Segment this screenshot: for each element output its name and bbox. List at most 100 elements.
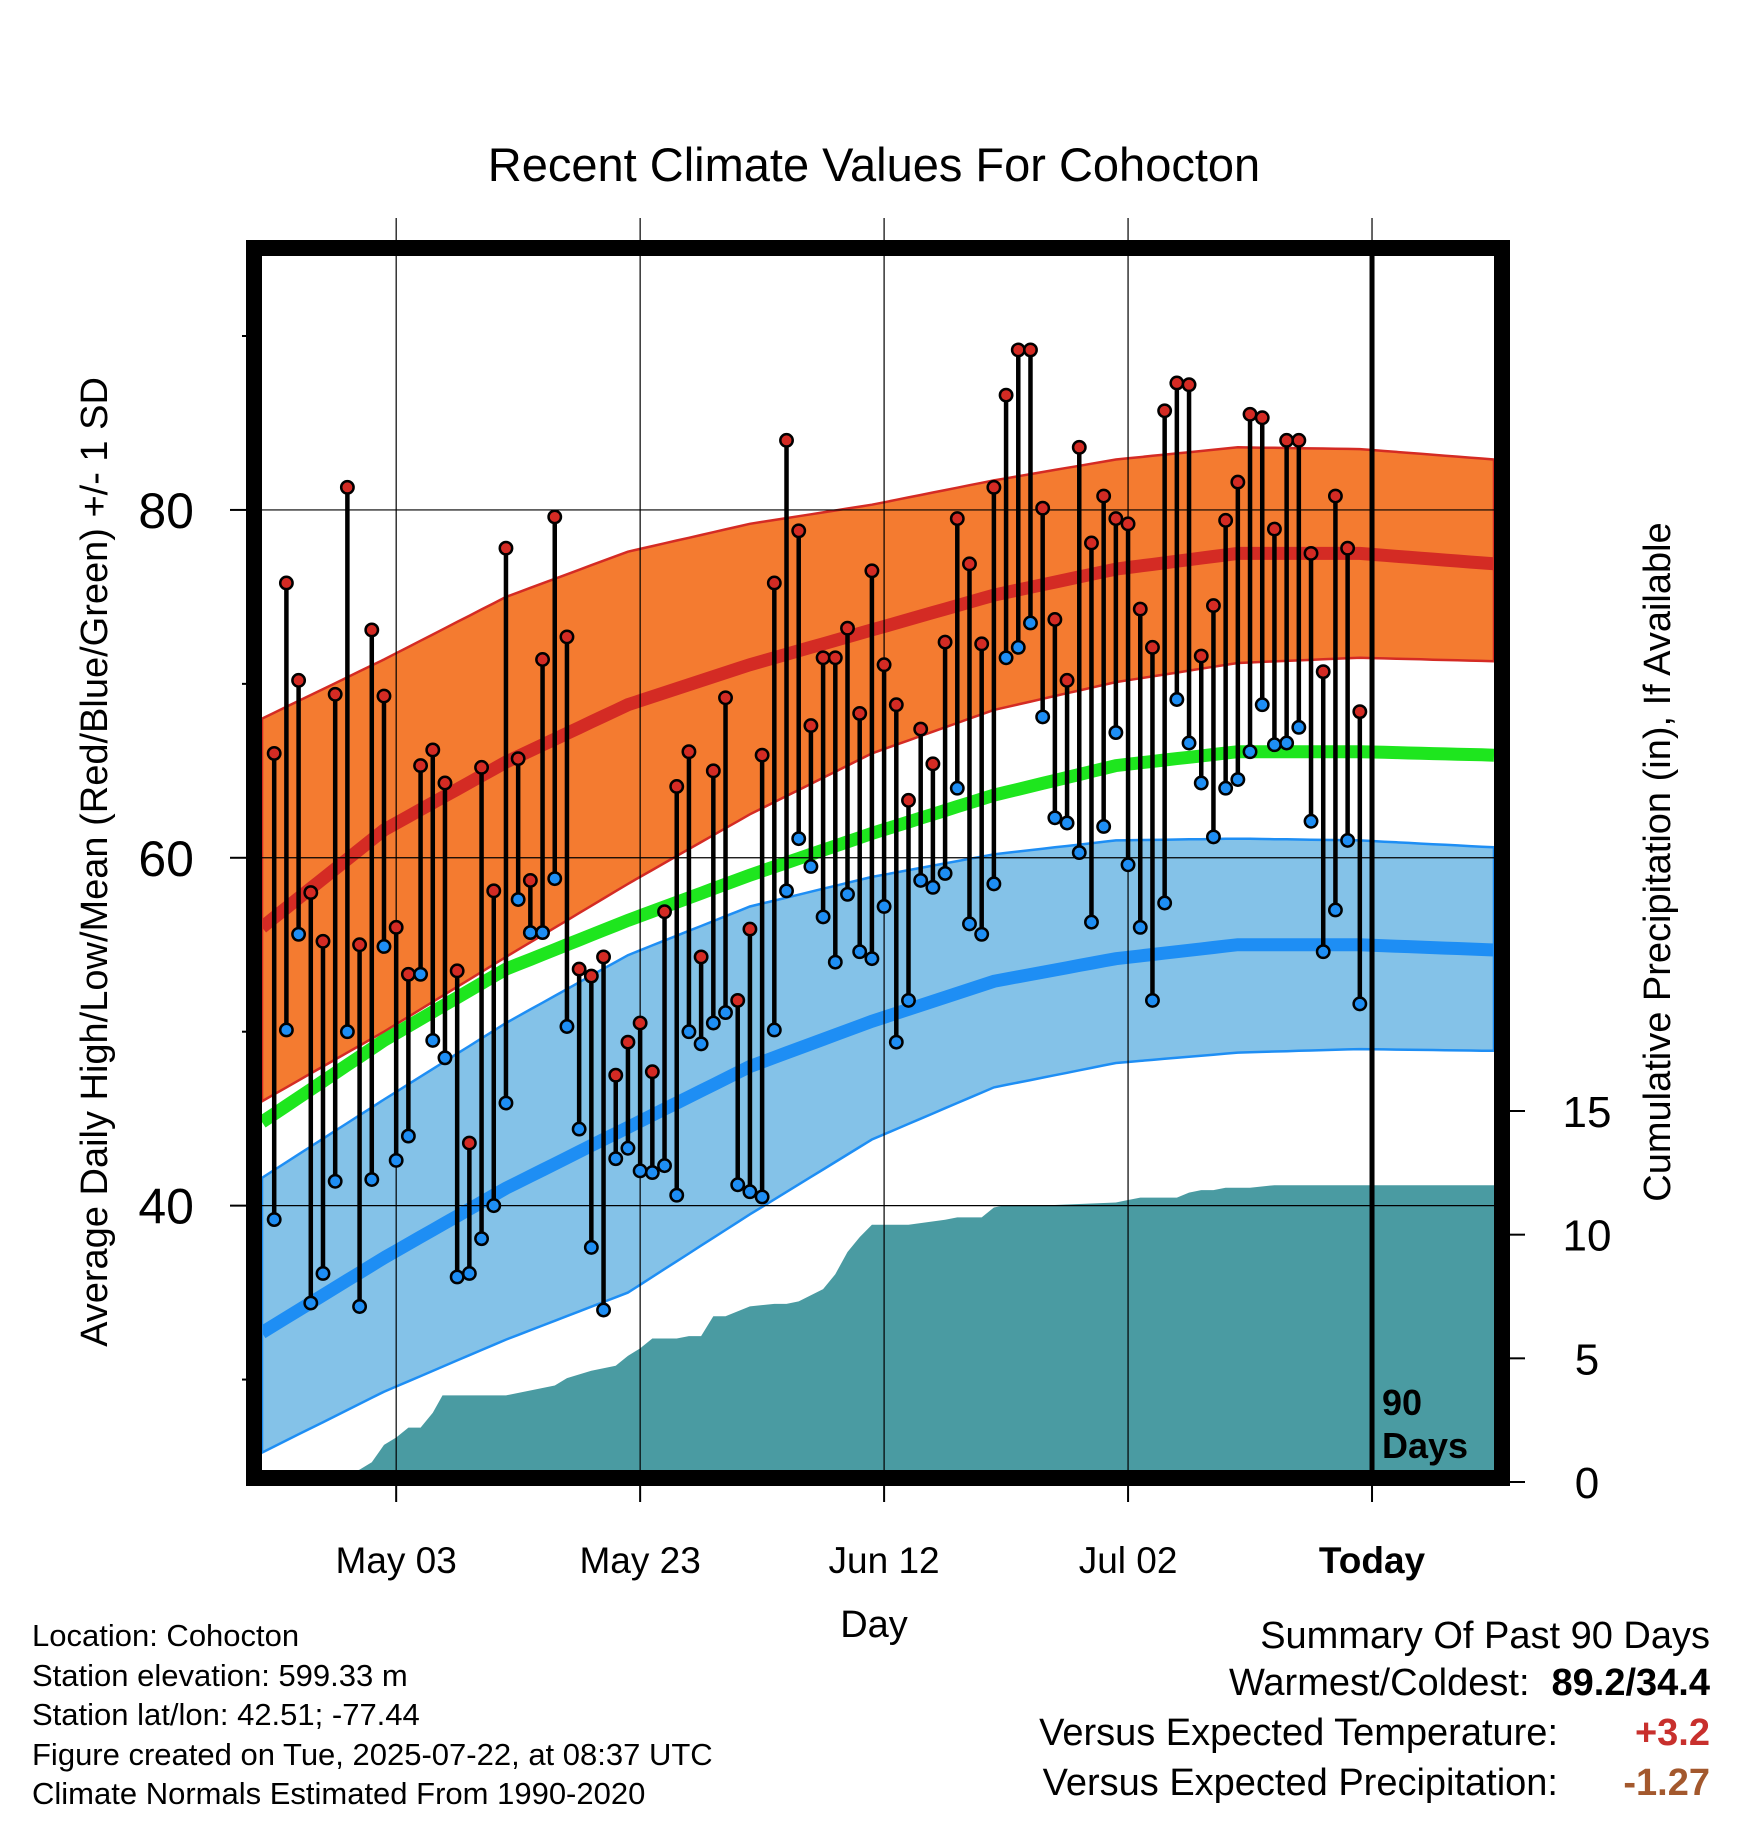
daily-low-point: [1266, 737, 1282, 753]
summary-title: Summary Of Past 90 Days: [1260, 1615, 1710, 1657]
daily-high-point: [962, 556, 977, 572]
daily-low-point: [888, 1034, 904, 1050]
warmest-coldest-value: 89.2/34.4: [1551, 1662, 1710, 1704]
x-tick-label: Jun 12: [829, 1540, 940, 1581]
daily-high-point: [1327, 488, 1343, 504]
daily-low-point: [620, 1140, 636, 1156]
station-location: Location: Cohocton: [32, 1618, 300, 1653]
daily-low-point: [449, 1269, 465, 1285]
daily-low-point: [291, 926, 307, 942]
daily-low-point: [1157, 895, 1173, 911]
daily-low-point: [1230, 772, 1246, 787]
daily-low-point: [779, 883, 794, 899]
daily-low-point: [1327, 902, 1343, 918]
daily-low-point: [754, 1189, 770, 1205]
daily-low-point: [1315, 944, 1331, 960]
daily-high-point: [266, 745, 282, 761]
daily-high-point: [1145, 639, 1160, 655]
daily-low-point: [742, 1184, 758, 1200]
daily-high-point: [620, 1034, 636, 1050]
plot-frame: [246, 240, 1510, 1486]
daily-high-point: [1193, 648, 1209, 664]
daily-high-point: [657, 904, 672, 920]
daily-low-point: [1279, 735, 1295, 751]
daily-low-point: [705, 1015, 721, 1031]
daily-low-point: [1108, 725, 1124, 741]
temp-anomaly-row: Versus Expected Temperature: +3.2: [1039, 1708, 1710, 1758]
y2-tick-label: 0: [1575, 1459, 1599, 1508]
daily-low-point: [632, 1163, 648, 1179]
daily-low-point: [1023, 615, 1038, 631]
daily-low-point: [1096, 819, 1112, 834]
daily-high-point: [413, 758, 429, 774]
high-sd-band: [262, 446, 1494, 1103]
warmest-coldest-row: Warmest/Coldest: 89.2/34.4: [1039, 1658, 1710, 1708]
daily-low-point: [437, 1050, 453, 1066]
x-tick-label: May 23: [579, 1540, 700, 1581]
daily-high-point: [278, 575, 294, 591]
daily-high-point: [1084, 535, 1099, 551]
daily-high-point: [1279, 432, 1295, 448]
daily-low-point: [901, 992, 916, 1008]
daily-low-point: [1218, 780, 1234, 796]
daily-high-point: [1242, 406, 1258, 422]
daily-low-point: [718, 1005, 733, 1021]
daily-high-point: [913, 721, 929, 737]
daily-low-point: [303, 1295, 319, 1311]
daily-high-point: [1205, 598, 1221, 614]
daily-high-point: [876, 657, 892, 673]
daily-low-point: [864, 951, 880, 967]
daily-low-point: [388, 1152, 404, 1168]
daily-high-point: [901, 792, 916, 808]
daily-low-point: [962, 916, 977, 932]
daily-low-point: [1352, 996, 1368, 1012]
daily-high-point: [388, 919, 404, 935]
precip-anomaly-label: Versus Expected Precipitation:: [1042, 1762, 1558, 1804]
warmest-coldest-label: Warmest/Coldest:: [1228, 1662, 1530, 1704]
daily-low-point: [596, 1302, 611, 1318]
normal-mean-line: [262, 745, 1494, 1128]
y-axis-label: Average Daily High/Low/Mean (Red/Blue/Gr…: [74, 377, 116, 1347]
daily-low-point: [413, 966, 429, 982]
daily-high-point: [1120, 516, 1136, 532]
today-days-label: 90: [1382, 1382, 1422, 1423]
x-axis-label: Day: [840, 1604, 908, 1646]
daily-high-point: [522, 872, 538, 888]
daily-high-point: [705, 763, 721, 779]
daily-low-point: [681, 1024, 697, 1040]
daily-high-point: [376, 688, 392, 704]
daily-high-point: [1071, 439, 1087, 455]
precip-anomaly-row: Versus Expected Precipitation: -1.27: [1039, 1758, 1710, 1808]
daily-high-point: [1254, 410, 1270, 426]
daily-high-point: [364, 622, 380, 638]
daily-high-point: [352, 937, 368, 953]
daily-low-point: [840, 886, 855, 902]
daily-low-point: [583, 1239, 599, 1255]
daily-high-point: [1108, 511, 1124, 527]
daily-low-point: [1047, 810, 1063, 826]
daily-low-point: [400, 1128, 416, 1144]
daily-high-point: [864, 563, 880, 579]
daily-high-point: [766, 575, 782, 591]
daily-low-point: [327, 1173, 343, 1189]
daily-low-point: [1071, 845, 1087, 861]
daily-low-point: [803, 859, 819, 874]
daily-low-point: [1010, 639, 1026, 655]
daily-high-point: [1132, 601, 1148, 617]
daily-low-point: [693, 1036, 709, 1052]
station-latlon: Station lat/lon: 42.51; -77.44: [32, 1697, 420, 1732]
daily-high-point: [840, 620, 855, 636]
daily-high-point: [535, 652, 551, 667]
daily-low-point: [815, 909, 831, 925]
daily-low-point: [730, 1177, 746, 1193]
daily-high-point: [791, 523, 807, 539]
daily-low-point: [1205, 829, 1221, 845]
daily-low-point: [852, 944, 868, 960]
daily-low-point: [827, 954, 843, 970]
daily-low-point: [986, 876, 1002, 892]
daily-low-point: [937, 865, 953, 881]
daily-high-point: [754, 747, 770, 763]
daily-low-point: [657, 1158, 672, 1174]
daily-low-point: [925, 879, 941, 895]
daily-high-point: [474, 759, 490, 775]
